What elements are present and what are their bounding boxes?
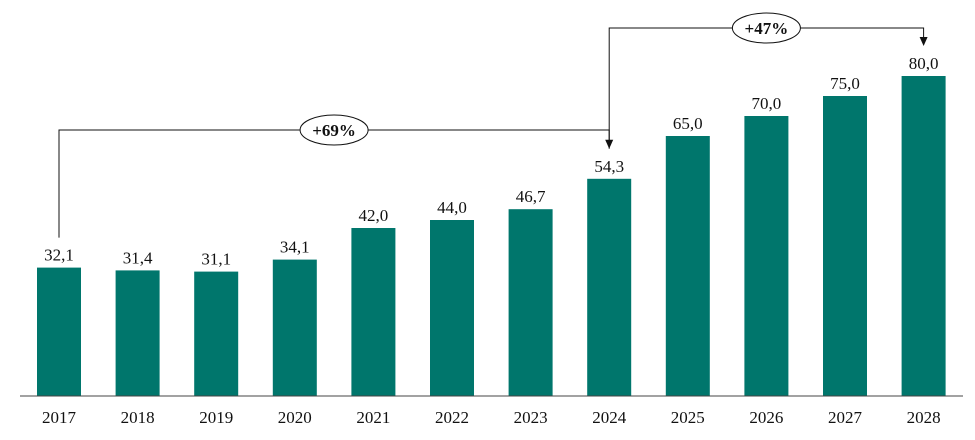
x-tick-2024: 2024	[592, 408, 627, 427]
x-tick-2027: 2027	[828, 408, 863, 427]
x-tick-2020: 2020	[278, 408, 312, 427]
x-tick-2028: 2028	[907, 408, 941, 427]
data-label-2018: 31,4	[123, 248, 153, 267]
annotation-arrowhead	[919, 37, 928, 46]
growth-annotation-2017-2024: +69%	[58, 114, 614, 238]
bar-2024	[587, 178, 632, 396]
growth-annotations-group: +69% +47%	[58, 12, 928, 238]
data-label-2027: 75,0	[830, 74, 860, 93]
x-tick-2018: 2018	[121, 408, 155, 427]
data-label-2022: 44,0	[437, 198, 467, 217]
bar-2021	[351, 228, 396, 396]
x-tick-2025: 2025	[671, 408, 705, 427]
data-label-2020: 34,1	[280, 238, 310, 257]
x-tick-2019: 2019	[199, 408, 233, 427]
bar-2027	[823, 96, 867, 396]
bar-2018	[115, 270, 160, 396]
bar-2028	[901, 76, 946, 396]
data-label-2017: 32,1	[44, 246, 74, 265]
x-tick-2023: 2023	[514, 408, 548, 427]
bar-2025	[665, 136, 710, 396]
annotation-text: +69%	[312, 121, 356, 140]
x-tick-2026: 2026	[749, 408, 783, 427]
x-tick-2021: 2021	[356, 408, 390, 427]
data-labels-group: 32,1 31,4 31,1 34,1 42,0 44,0 46,7 54,3 65,0 70,0…	[44, 54, 938, 269]
x-tick-2017: 2017	[42, 408, 77, 427]
bar-2017	[37, 267, 81, 396]
data-label-2019: 31,1	[201, 250, 231, 269]
x-tick-2022: 2022	[435, 408, 469, 427]
data-label-2026: 70,0	[752, 94, 782, 113]
annotation-text: +47%	[745, 19, 789, 38]
data-label-2021: 42,0	[359, 206, 389, 225]
bar-2019	[194, 271, 239, 396]
bar-2020	[272, 259, 317, 396]
growth-annotation-2024-2028: +47%	[608, 12, 928, 149]
bar-2022	[430, 220, 474, 396]
data-label-2023: 46,7	[516, 187, 546, 206]
bars-group	[37, 76, 946, 396]
bar-2023	[508, 209, 553, 396]
annotation-oval	[299, 114, 369, 146]
data-label-2024: 54,3	[594, 157, 624, 176]
data-label-2025: 65,0	[673, 114, 703, 133]
bar-2026	[744, 116, 789, 396]
data-label-2028: 80,0	[909, 54, 939, 73]
x-tick-labels-group: 2017 2018 2019 2020 2021 2022 2023 2024 2025 2026…	[42, 408, 941, 427]
annotation-oval	[731, 12, 801, 44]
